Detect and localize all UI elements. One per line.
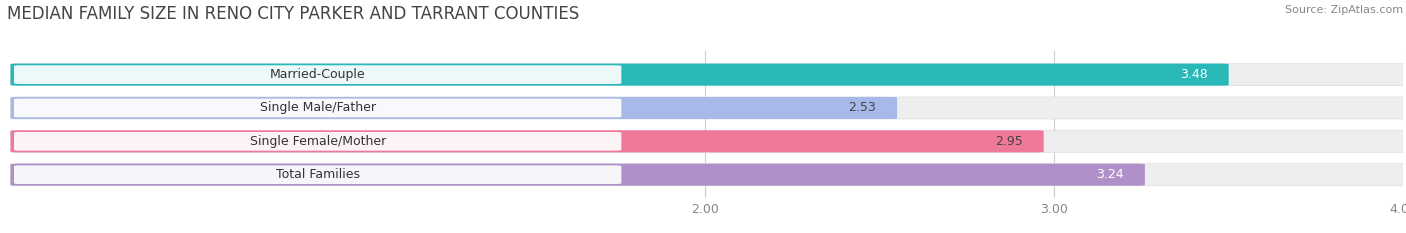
FancyBboxPatch shape (10, 130, 1406, 152)
FancyBboxPatch shape (10, 97, 1406, 119)
FancyBboxPatch shape (14, 132, 621, 151)
Text: 3.48: 3.48 (1180, 68, 1208, 81)
FancyBboxPatch shape (14, 165, 621, 184)
FancyBboxPatch shape (14, 99, 621, 117)
Text: Married-Couple: Married-Couple (270, 68, 366, 81)
Text: 3.24: 3.24 (1097, 168, 1123, 181)
FancyBboxPatch shape (10, 64, 1229, 86)
FancyBboxPatch shape (14, 65, 621, 84)
Text: Source: ZipAtlas.com: Source: ZipAtlas.com (1285, 5, 1403, 15)
Text: MEDIAN FAMILY SIZE IN RENO CITY PARKER AND TARRANT COUNTIES: MEDIAN FAMILY SIZE IN RENO CITY PARKER A… (7, 5, 579, 23)
Text: Total Families: Total Families (276, 168, 360, 181)
FancyBboxPatch shape (10, 64, 1406, 86)
Text: Single Male/Father: Single Male/Father (260, 102, 375, 114)
Text: Single Female/Mother: Single Female/Mother (249, 135, 385, 148)
FancyBboxPatch shape (10, 164, 1144, 186)
Text: 2.95: 2.95 (995, 135, 1022, 148)
FancyBboxPatch shape (10, 164, 1406, 186)
FancyBboxPatch shape (10, 130, 1043, 152)
Text: 2.53: 2.53 (848, 102, 876, 114)
FancyBboxPatch shape (10, 97, 897, 119)
